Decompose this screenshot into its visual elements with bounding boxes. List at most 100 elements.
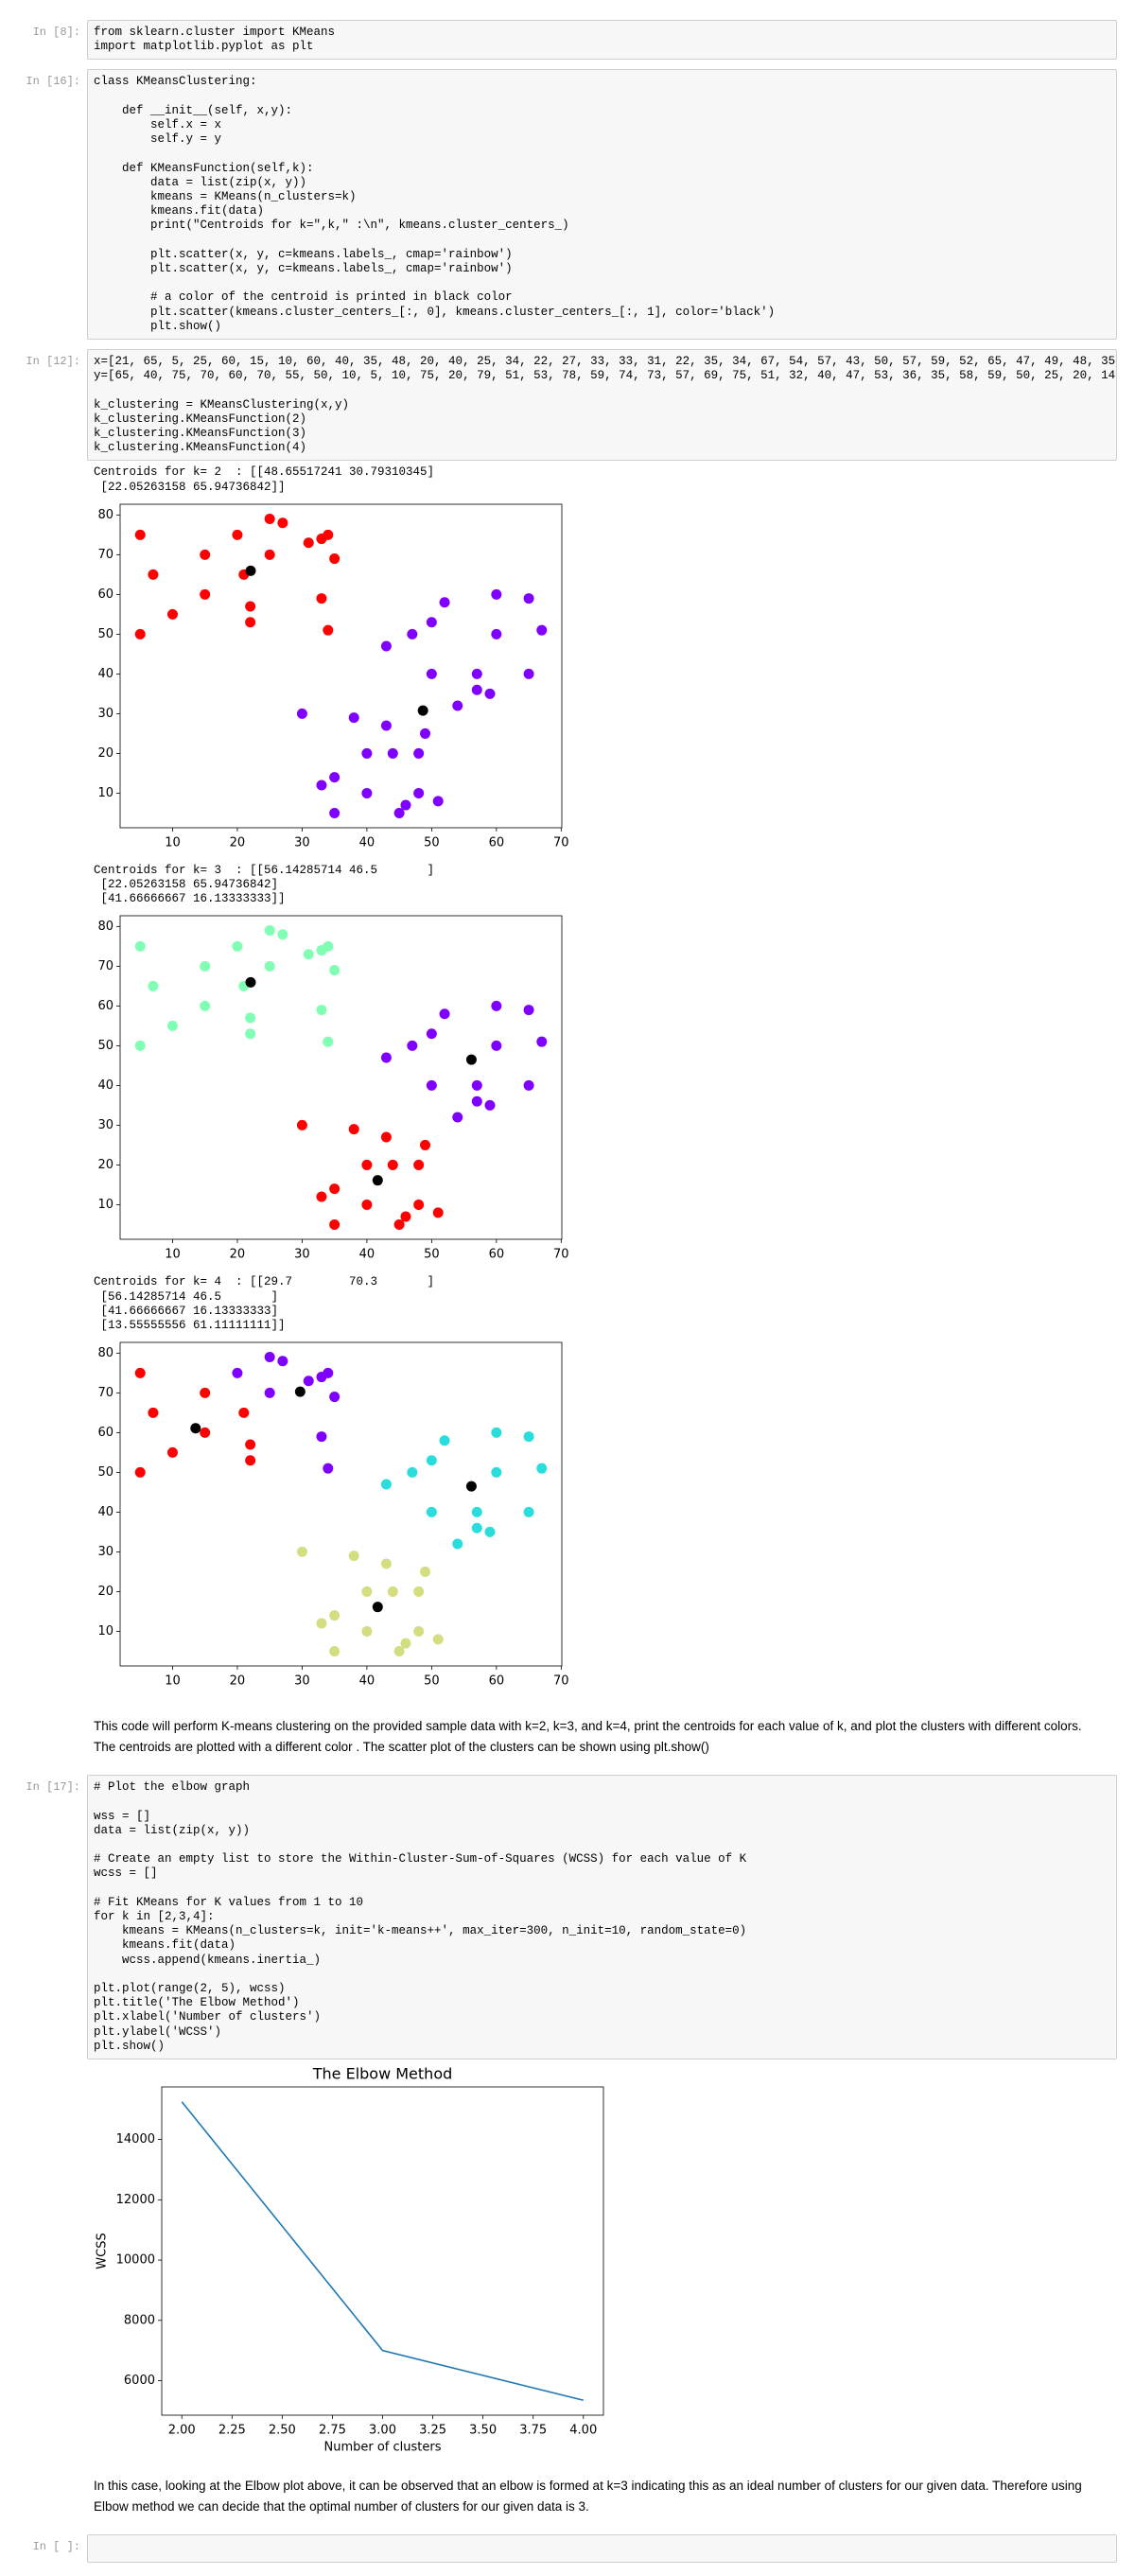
output-text: Centroids for k= 4 : [[29.7 70.3 ] [56.1… — [87, 1270, 1117, 1333]
output-text: Centroids for k= 3 : [[56.14285714 46.5 … — [87, 859, 1117, 907]
code-block: def __init__(self, x,y): self.x = x self… — [94, 104, 1110, 148]
y-axis-label: WCSS — [96, 2233, 110, 2269]
code-line: plt.plot(range(2, 5), wcss) — [94, 1982, 286, 1996]
code-block: # a color of the centroid is printed in … — [94, 290, 1110, 334]
y-tick-label: 40 — [97, 667, 114, 681]
y-tick-label: 60 — [97, 999, 114, 1013]
scatter-point — [277, 517, 288, 529]
scatter-point — [432, 1634, 444, 1645]
scatter-point — [303, 1376, 314, 1387]
scatter-point — [465, 1481, 477, 1492]
scatter-point — [294, 1386, 306, 1397]
scatter-point — [361, 1626, 373, 1638]
scatter-point — [329, 771, 340, 782]
scatter-point — [148, 569, 159, 580]
chart-title: The Elbow Method — [312, 2065, 453, 2083]
scatter-point — [232, 1368, 243, 1379]
code-line: # Plot the elbow graph — [94, 1780, 251, 1795]
prompt: In [ ]: — [32, 2540, 80, 2554]
y-tick-label: 10 — [97, 786, 114, 800]
output-line: [41.66666667 16.13333333] — [94, 1304, 279, 1318]
scatter-point — [200, 1428, 211, 1439]
code-line: for k in [2,3,4]: — [94, 1910, 215, 1924]
code-block: plt.scatter(x, y, c=kmeans.labels_, cmap… — [94, 248, 1110, 276]
scatter-point — [264, 925, 275, 937]
scatter-point — [407, 1467, 418, 1479]
code-line: import matplotlib.pyplot as plt — [94, 40, 314, 54]
scatter-point — [484, 1100, 496, 1112]
y-tick-label: 40 — [97, 1078, 114, 1093]
chart: 10 20 30 40 50 60 70 10 20 30 40 50 60 70 80 — [97, 503, 569, 850]
scatter-point — [523, 592, 534, 604]
code-line: from sklearn.cluster import KMeans — [94, 26, 336, 39]
scatter-point — [426, 1455, 437, 1466]
scatter-point — [264, 549, 275, 560]
y-tick-label: 10 — [97, 1624, 114, 1638]
scatter-point — [471, 684, 482, 695]
chart: 10 20 30 40 50 60 70 10 20 30 40 50 60 70 80 — [97, 916, 569, 1262]
scatter-point — [372, 1175, 383, 1186]
output-line: Centroids for k= 4 : [[29.7 70.3 ] — [94, 1275, 435, 1289]
scatter-point — [387, 1160, 398, 1171]
scatter-point — [134, 1368, 146, 1379]
scatter-point — [471, 1096, 482, 1108]
code-line: # Create an empty list to store the With… — [94, 1852, 747, 1866]
scatter-point — [323, 529, 334, 540]
scatter-point — [361, 1160, 373, 1171]
code-line: data = list(zip(x, y)) — [94, 175, 307, 189]
scatter-point — [134, 1467, 146, 1479]
output-line: Centroids for k= 3 : [[56.14285714 46.5 … — [94, 863, 435, 877]
y-tick-label: 40 — [97, 1505, 114, 1519]
y-tick-label: 6000 — [124, 2374, 155, 2388]
scatter-point — [329, 1646, 340, 1657]
scatter-point — [245, 617, 256, 628]
scatter-point — [452, 1538, 463, 1550]
scatter-point — [329, 552, 340, 564]
scatter-point — [303, 949, 314, 960]
scatter-point — [413, 1626, 425, 1638]
scatter-point — [277, 929, 288, 940]
y-tick-label: 80 — [97, 920, 114, 934]
x-tick-label: 2.25 — [218, 2424, 246, 2438]
scatter-point — [148, 1408, 159, 1419]
code-cell: In [12]: x=[21, 65, 5, 25, 60, 15, 10, 60… — [0, 349, 1135, 1697]
code-block: # Create an empty list to store the With… — [94, 1852, 1110, 1881]
code-line: kmeans = KMeans(n_clusters=k) — [94, 190, 357, 203]
scatter-point — [329, 807, 340, 818]
code-line: k_clustering.KMeansFunction(2) — [94, 412, 307, 426]
scatter-point — [536, 1037, 548, 1048]
x-tick-label: 10 — [165, 835, 181, 850]
scatter-point — [238, 1408, 250, 1419]
scatter-point — [134, 529, 146, 540]
scatter-point — [432, 1207, 444, 1218]
x-tick-label: 70 — [553, 1674, 569, 1689]
output-line: [56.14285714 46.5 ] — [94, 1289, 279, 1304]
scatter-point — [323, 1368, 334, 1379]
code-line: plt.ylabel('WCSS') — [94, 2024, 222, 2039]
y-tick-label: 10000 — [116, 2253, 155, 2268]
scatter-point — [400, 1638, 411, 1649]
y-tick-label: 70 — [97, 959, 114, 973]
x-tick-label: 40 — [359, 1248, 375, 1262]
plot-area — [119, 503, 563, 829]
scatter-point — [393, 807, 405, 818]
scatter-point — [264, 1388, 275, 1399]
code-line: x=[21, 65, 5, 25, 60, 15, 10, 60, 40, 35… — [94, 355, 1117, 368]
code-input — [87, 2534, 1117, 2564]
code-line: plt.scatter(x, y, c=kmeans.labels_, cmap… — [94, 262, 513, 275]
scatter-point — [523, 1431, 534, 1443]
scatter-point — [348, 1551, 359, 1562]
scatter-point — [420, 727, 431, 739]
y-tick-label: 50 — [97, 1039, 114, 1053]
x-tick-label: 10 — [165, 1248, 181, 1262]
scatter-point — [303, 537, 314, 549]
x-tick-label: 30 — [294, 1674, 310, 1689]
scatter-point — [536, 624, 548, 636]
x-tick-label: 4.00 — [569, 2424, 597, 2438]
scatter-point — [426, 1028, 437, 1040]
scatter-point — [471, 1080, 482, 1092]
scatter-point — [316, 592, 327, 604]
scatter-point — [200, 1001, 211, 1012]
